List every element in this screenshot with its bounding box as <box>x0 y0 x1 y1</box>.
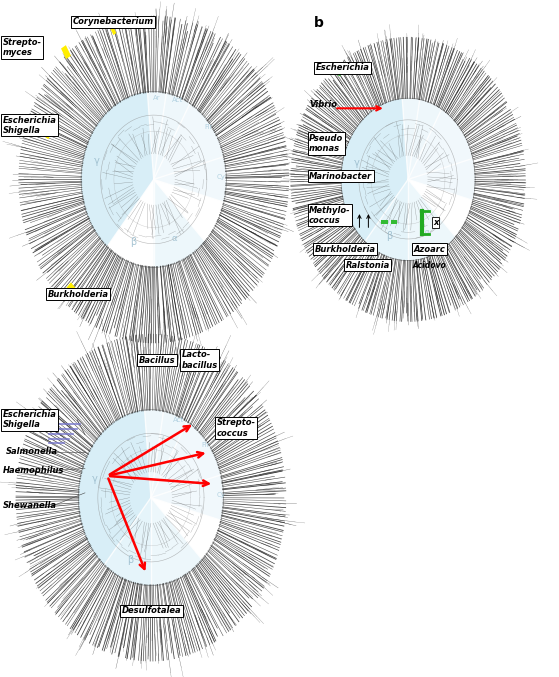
Polygon shape <box>391 220 397 224</box>
Text: Marinobacter: Marinobacter <box>309 171 372 181</box>
Text: Haemophilus: Haemophilus <box>3 466 64 475</box>
Text: Methylo-
coccus: Methylo- coccus <box>309 206 350 225</box>
Polygon shape <box>365 179 408 261</box>
Polygon shape <box>145 410 164 498</box>
Polygon shape <box>81 91 154 247</box>
Text: Fir: Fir <box>205 125 213 130</box>
Text: Strepto-
coccus: Strepto- coccus <box>217 418 256 437</box>
Text: Pseudo
monas: Pseudo monas <box>309 134 343 153</box>
Text: Act: Act <box>172 97 183 103</box>
Polygon shape <box>154 179 224 242</box>
Text: γ: γ <box>91 474 97 484</box>
Text: α: α <box>172 234 177 243</box>
Text: β: β <box>130 237 136 247</box>
Text: Bacillus: Bacillus <box>139 355 176 365</box>
Polygon shape <box>381 220 388 224</box>
Text: Lacto-
bacillus: Lacto- bacillus <box>182 351 218 370</box>
Text: Strepto-
myces: Strepto- myces <box>3 38 42 57</box>
Polygon shape <box>151 411 187 498</box>
Text: γ: γ <box>354 158 359 168</box>
Polygon shape <box>333 68 342 77</box>
Polygon shape <box>154 103 224 179</box>
Text: α: α <box>424 230 429 236</box>
Polygon shape <box>154 93 190 179</box>
Text: Escherichia
Shigella: Escherichia Shigella <box>3 410 56 429</box>
Text: Desulfotalea: Desulfotalea <box>122 606 182 615</box>
Text: Shewanella: Shewanella <box>3 501 57 510</box>
Text: Escherichia: Escherichia <box>316 63 369 72</box>
Text: Burkholderia: Burkholderia <box>315 244 376 254</box>
Polygon shape <box>67 282 79 297</box>
Polygon shape <box>107 179 154 267</box>
Text: Vibrio: Vibrio <box>309 100 337 110</box>
Polygon shape <box>151 475 224 521</box>
Polygon shape <box>107 179 154 267</box>
Text: Salmonella: Salmonella <box>6 447 58 456</box>
Text: Burkholderia: Burkholderia <box>48 290 108 299</box>
Polygon shape <box>154 156 226 202</box>
Polygon shape <box>408 179 456 261</box>
Polygon shape <box>78 410 151 565</box>
Text: x: x <box>433 218 439 227</box>
Text: Ralstonia: Ralstonia <box>345 261 390 270</box>
Polygon shape <box>330 145 339 153</box>
Polygon shape <box>111 27 116 35</box>
Text: Cy: Cy <box>216 173 225 179</box>
Polygon shape <box>341 98 408 242</box>
Polygon shape <box>151 498 202 586</box>
Polygon shape <box>61 45 71 59</box>
Text: Escherichia
Shigella: Escherichia Shigella <box>3 116 56 135</box>
Text: γ: γ <box>94 156 100 166</box>
Polygon shape <box>402 98 420 179</box>
Polygon shape <box>148 91 167 179</box>
Polygon shape <box>408 100 442 179</box>
Polygon shape <box>151 421 221 498</box>
Polygon shape <box>408 158 475 200</box>
Text: Corynebacterium: Corynebacterium <box>73 17 154 26</box>
Text: Act: Act <box>173 417 184 422</box>
Text: Cy: Cy <box>216 492 225 498</box>
Text: Fir: Fir <box>202 443 210 448</box>
Polygon shape <box>104 498 151 586</box>
Text: Ar: Ar <box>153 95 161 102</box>
Polygon shape <box>37 125 52 139</box>
Text: b: b <box>314 16 324 30</box>
Text: Azoarc: Azoarc <box>414 244 446 254</box>
Text: Acidovo: Acidovo <box>413 261 446 270</box>
Text: β: β <box>127 555 133 565</box>
Polygon shape <box>154 179 205 267</box>
Polygon shape <box>408 109 473 179</box>
Text: β: β <box>386 231 392 241</box>
